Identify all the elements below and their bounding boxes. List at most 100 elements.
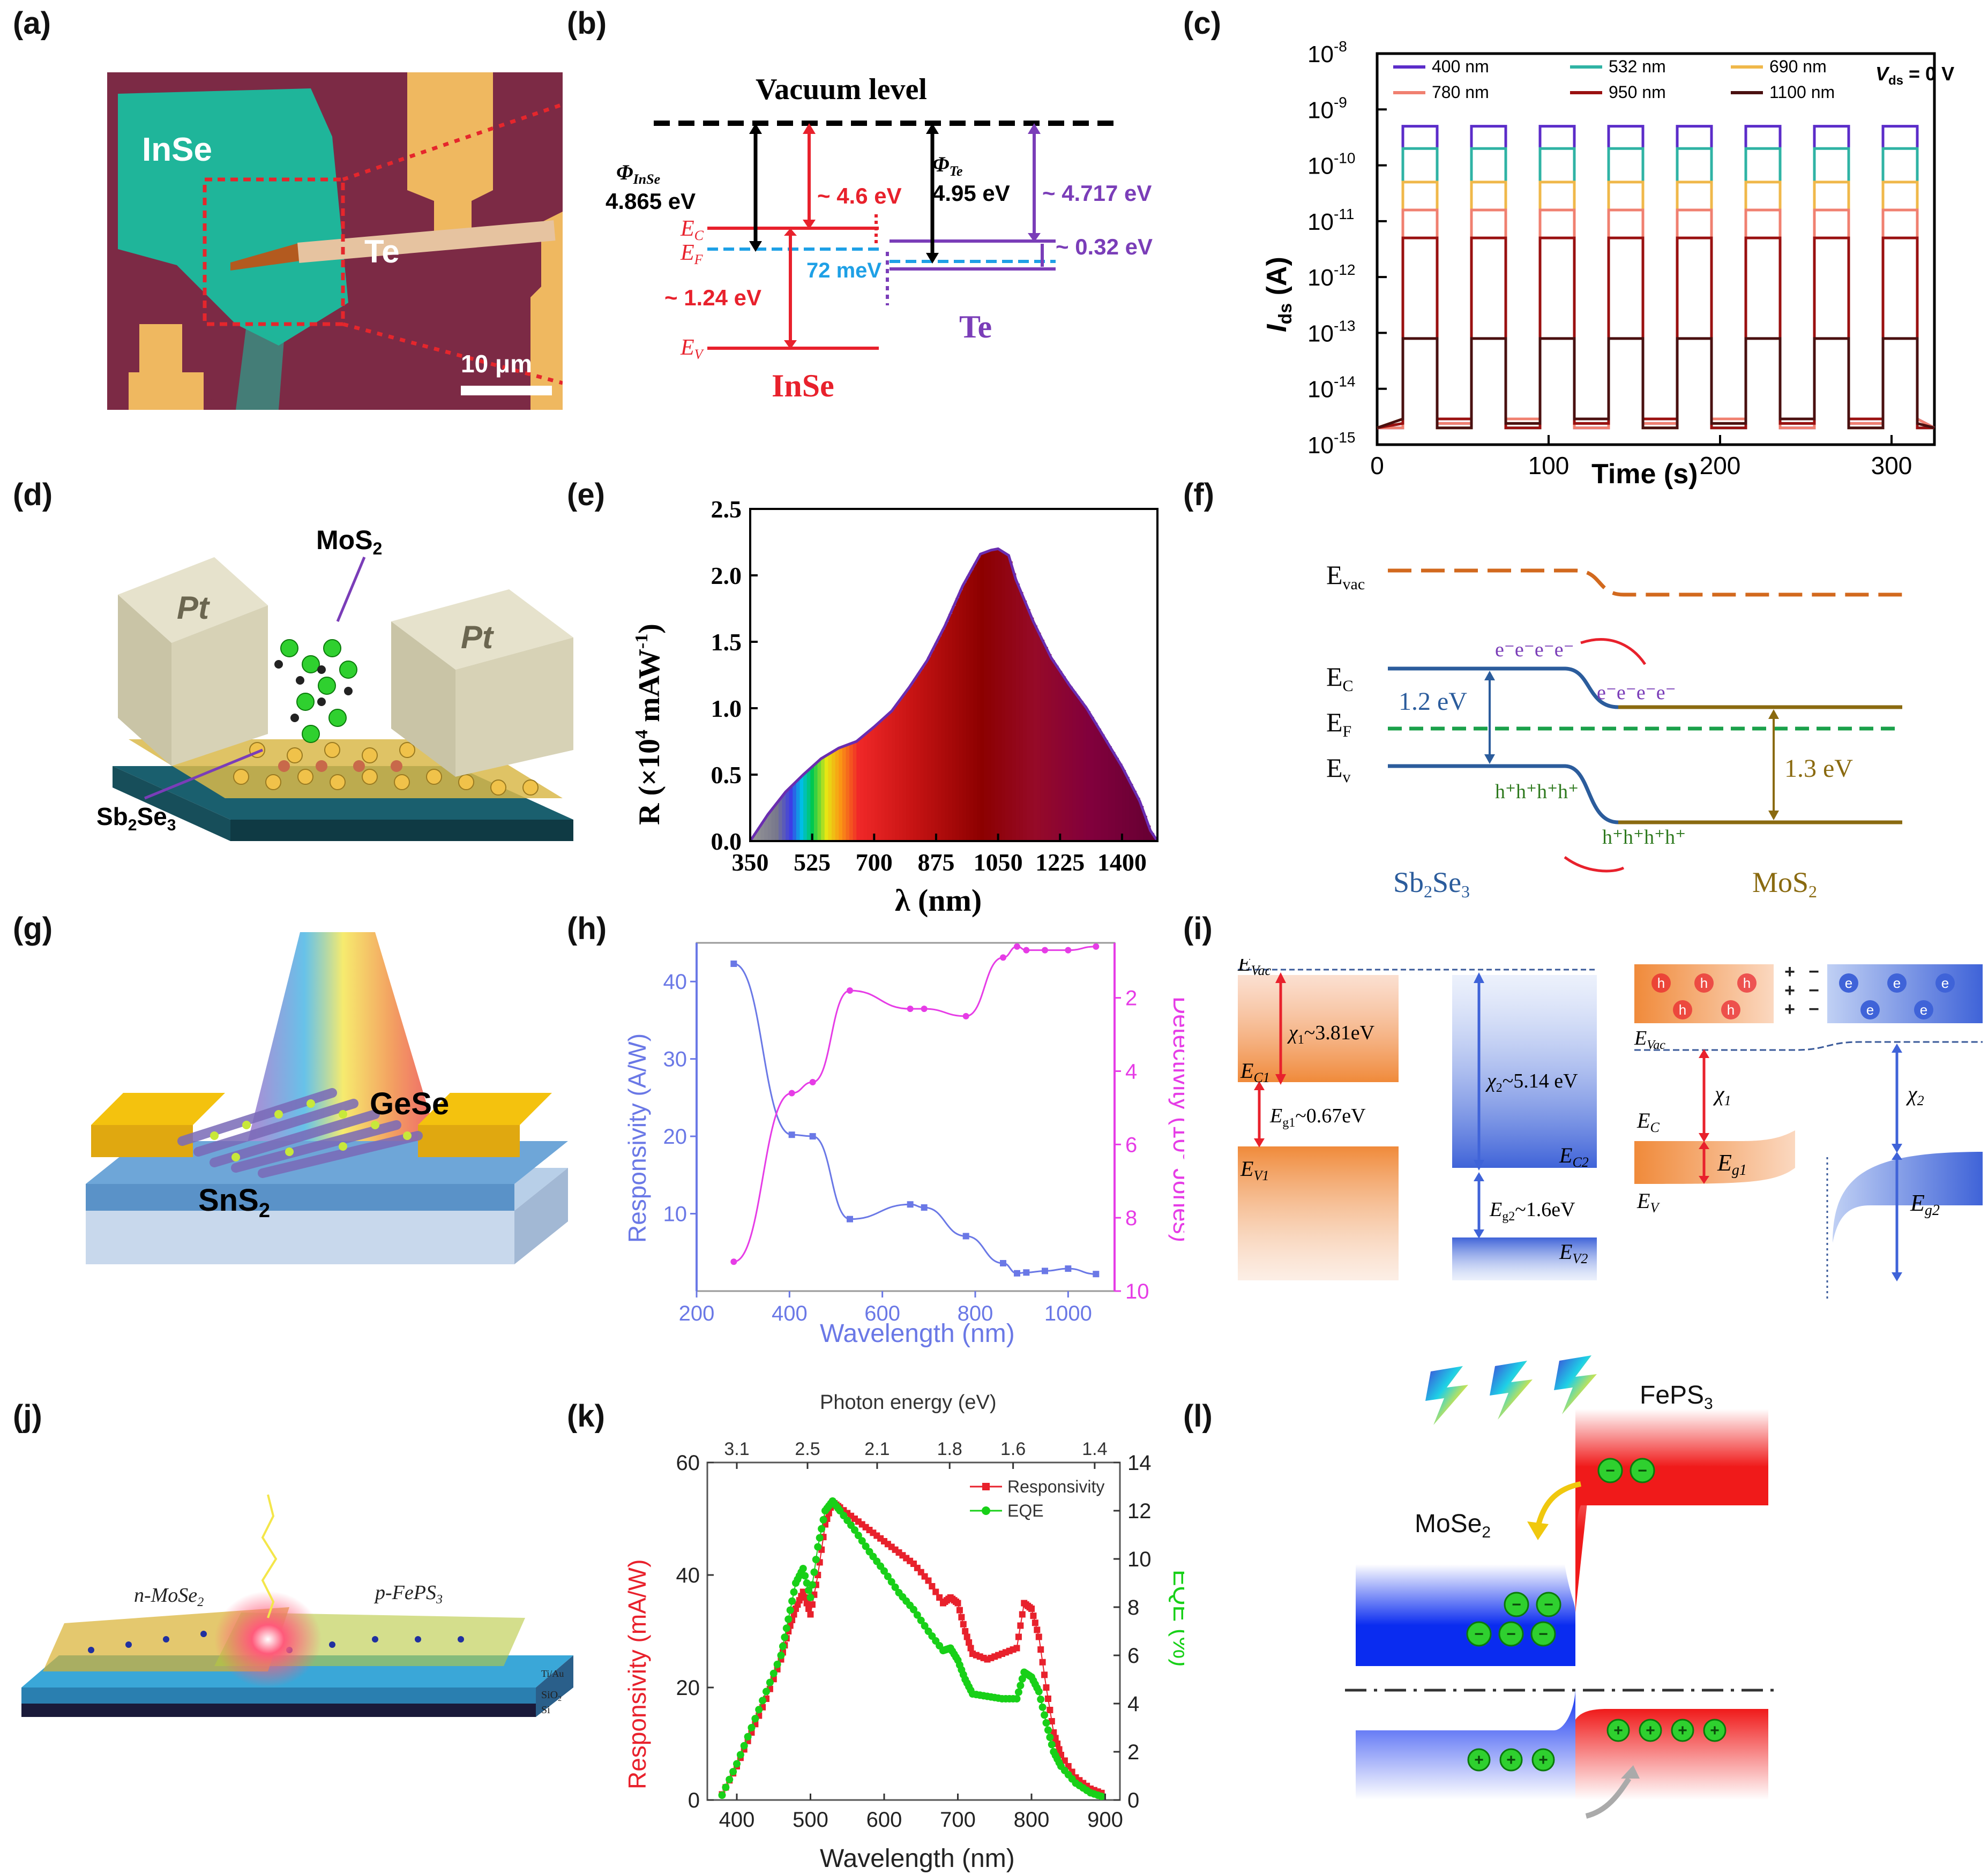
hole-sign: + [1613,1722,1623,1739]
top-tick-label: 1.4 [1082,1439,1107,1459]
panel-g-device: GeSe SnS2 [86,932,568,1264]
spectrum-bar [1139,806,1144,841]
spectrum-bar [885,715,889,841]
data-point [1028,1606,1035,1612]
spectrum-bar [888,712,892,841]
ec-label: EC [1326,662,1354,695]
data-point [1042,1268,1048,1274]
x-axis-title: λ (nm) [895,883,982,918]
panel-label-a: (a) [13,6,51,41]
data-point [1097,1792,1105,1801]
y-tick-group: 10-8 10-9 10-10 10-11 10-12 10-13 10-14 10-15 [1307,38,1387,459]
hole-symbol: h [1727,1002,1735,1018]
spectrum-bar [853,742,857,841]
data-point [1035,1688,1043,1696]
ec2-label: EC2 [1559,1143,1589,1170]
electron-sign: − [1638,1462,1647,1480]
data-point [748,1724,756,1731]
spectrum-bar [1083,706,1087,841]
data-point [729,1768,737,1776]
data-point [781,1633,789,1641]
spectrum-bar [849,743,854,841]
spectrum-bar [1101,734,1105,841]
spectrum-bar [856,740,861,841]
ev-label: Ev [1326,753,1351,786]
hole-symbol: h [1657,975,1665,991]
data-point [799,1565,807,1572]
data-point [810,1568,818,1576]
vacuum-level-label: Vacuum level [756,73,927,106]
data-point [1014,1688,1022,1696]
y-tick-right-label: 6 [1127,1644,1139,1668]
y-tick-label: 10-15 [1307,429,1355,459]
spectrum-bar [1118,763,1123,841]
spectrum-bar [1058,671,1063,841]
x-tick-label: 900 [1087,1808,1123,1832]
series-line-eqe [721,1500,1105,1798]
y-tick-label: 20 [676,1676,700,1700]
data-point [921,1006,928,1012]
y-tick-label: 0.0 [711,828,742,855]
data-point [773,1660,781,1668]
spectrum-bar [923,663,928,841]
spectrum-bar [899,699,903,841]
data-point [1019,1611,1026,1618]
data-point [763,1688,770,1696]
data-point [1035,1633,1042,1640]
spectrum-bar [955,598,960,841]
r-eg2-label: Eg2 [1910,1190,1940,1219]
y-tick-label: 0 [688,1789,700,1812]
te-label: Te [959,309,992,344]
panel-e-chart: 350 525 700 875 1050 1225 1400 0.0 0.5 1.0 1.5 2.0 2… [632,496,1159,918]
tick-group: 200 400 600 800 1000 10 20 30 40 2 4 6 8 10 [663,970,1149,1325]
spectrum-bar [753,833,758,841]
electron-transfer-arrow [1535,1481,1582,1528]
spectrum-bar [980,553,984,841]
electron-symbol: e [1866,1002,1874,1018]
light-beam [246,932,439,1146]
panel-label-e: (e) [567,477,605,512]
chi1-label: χ1~3.81eV [1287,1022,1375,1047]
data-point [925,1577,932,1584]
spectrum-bar [1044,647,1048,841]
data-point [1000,954,1006,961]
spectrum-bar [1079,701,1083,841]
y-tick-label: 60 [676,1451,700,1475]
data-point [730,1258,737,1265]
mos2-pointer [336,557,366,622]
y-axis-title: Ids (A) [1261,257,1296,332]
spectrum-bar [991,550,995,841]
spectrum-bar [867,731,871,841]
data-point [921,1204,928,1211]
spectrum-bar [1143,815,1147,841]
data-point [1018,1675,1026,1683]
panel-h-chart: 200 400 600 800 1000 10 20 30 40 2 4 6 8 10 Wavelengt… [623,942,1184,1348]
y-tick-label: 10-14 [1307,373,1355,403]
spectrum-bar [832,751,836,841]
electrode [530,212,563,410]
data-point [819,1516,827,1524]
spectrum-bar [902,694,907,841]
panel-label-f: (f) [1183,477,1214,512]
phi-te: ΦTe [932,152,963,179]
x-tick-label: 200 [1700,452,1741,479]
data-point [814,1543,822,1551]
data-point [751,1715,759,1723]
spectrum-bar [793,783,797,841]
spectrum-bar [952,606,956,841]
y-tick-right-label: 4 [1127,1692,1139,1716]
data-point [788,1597,796,1605]
data-point [807,1611,814,1618]
data-point [1023,1269,1030,1276]
spectrum-bar [913,679,917,841]
spectrum-bar [973,564,977,841]
conduction-band-2 [1452,975,1597,1168]
data-point [740,1742,748,1750]
ef-label: EF [680,241,704,267]
spectrum-bar [1037,632,1041,841]
y-tick-right-label: 10 [1127,1548,1152,1571]
hole-symbol: h [1679,1002,1686,1018]
legend-label: 950 nm [1609,82,1666,102]
spectrum-bar [768,812,772,841]
